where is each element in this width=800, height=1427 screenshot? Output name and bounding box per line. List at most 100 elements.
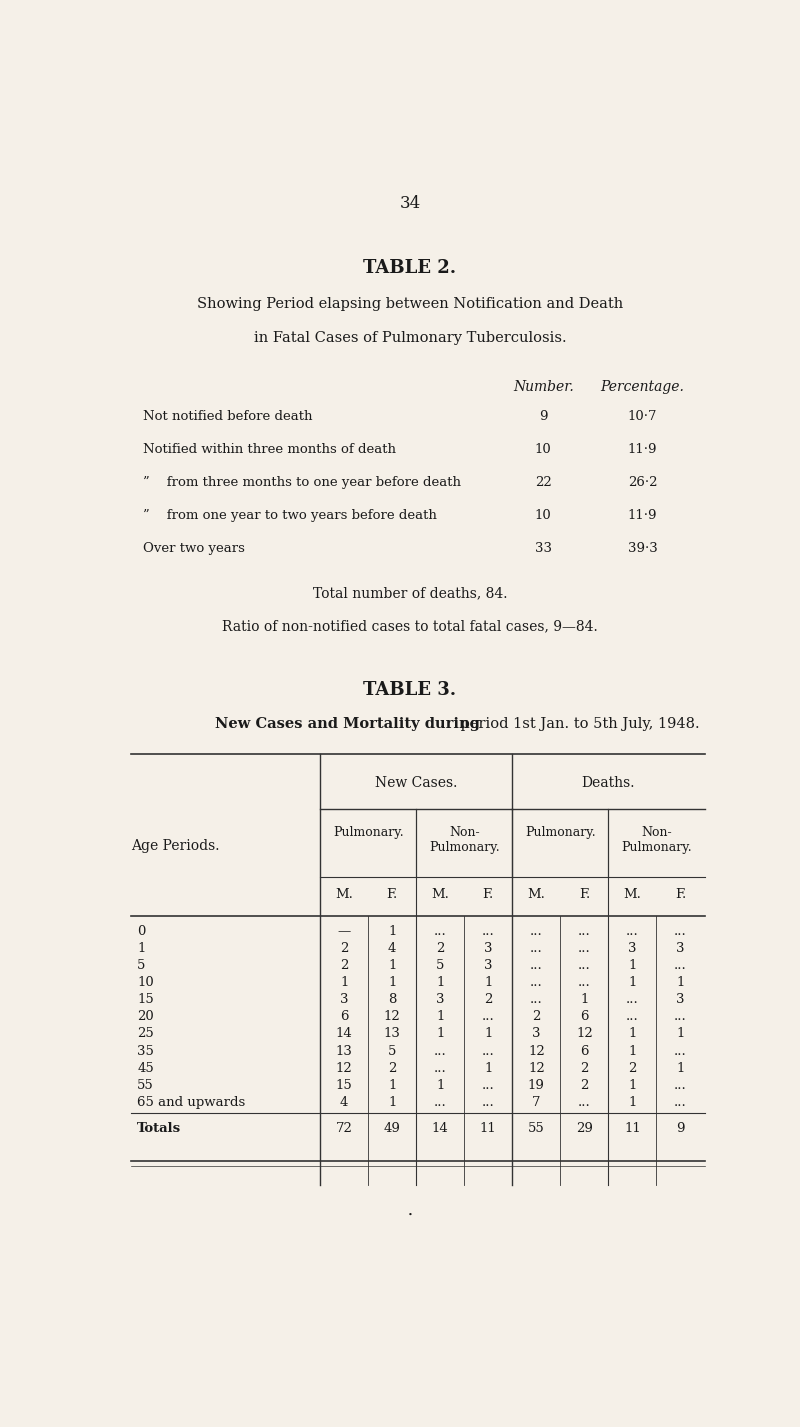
Text: ...: ...: [434, 925, 446, 938]
Text: 1: 1: [676, 1027, 685, 1040]
Text: 35: 35: [138, 1045, 154, 1057]
Text: Over two years: Over two years: [143, 541, 246, 555]
Text: 72: 72: [336, 1122, 353, 1134]
Text: ...: ...: [482, 925, 494, 938]
Text: ...: ...: [674, 1010, 687, 1023]
Text: 1: 1: [628, 1045, 637, 1057]
Text: ...: ...: [530, 925, 542, 938]
Text: Totals: Totals: [138, 1122, 182, 1134]
Text: Pulmonary.: Pulmonary.: [333, 826, 403, 839]
Text: ...: ...: [626, 1010, 638, 1023]
Text: 15: 15: [138, 993, 154, 1006]
Text: 2: 2: [388, 1062, 396, 1075]
Text: 33: 33: [534, 541, 552, 555]
Text: 13: 13: [336, 1045, 353, 1057]
Text: 1: 1: [388, 925, 396, 938]
Text: ”    from one year to two years before death: ” from one year to two years before deat…: [143, 508, 438, 522]
Text: 34: 34: [399, 195, 421, 213]
Text: ...: ...: [626, 993, 638, 1006]
Text: 3: 3: [676, 942, 685, 955]
Text: ...: ...: [530, 942, 542, 955]
Text: F.: F.: [675, 888, 686, 900]
Text: ...: ...: [578, 959, 590, 972]
Text: 6: 6: [580, 1010, 589, 1023]
Text: 9: 9: [676, 1122, 685, 1134]
Text: 1: 1: [436, 1079, 445, 1092]
Text: Notified within three months of death: Notified within three months of death: [143, 442, 397, 455]
Text: 1: 1: [138, 942, 146, 955]
Text: 2: 2: [628, 1062, 637, 1075]
Text: 20: 20: [138, 1010, 154, 1023]
Text: 3: 3: [628, 942, 637, 955]
Text: M.: M.: [335, 888, 353, 900]
Text: 1: 1: [436, 976, 445, 989]
Text: 15: 15: [336, 1079, 353, 1092]
Text: 2: 2: [340, 942, 348, 955]
Text: ...: ...: [482, 1096, 494, 1109]
Text: ...: ...: [530, 976, 542, 989]
Text: 26·2: 26·2: [628, 475, 658, 488]
Text: 5: 5: [388, 1045, 396, 1057]
Text: 6: 6: [580, 1045, 589, 1057]
Text: Ratio of non-notified cases to total fatal cases, 9—84.: Ratio of non-notified cases to total fat…: [222, 619, 598, 634]
Text: Pulmonary.: Pulmonary.: [525, 826, 596, 839]
Text: ...: ...: [530, 959, 542, 972]
Text: TABLE 3.: TABLE 3.: [363, 681, 457, 699]
Text: 49: 49: [384, 1122, 401, 1134]
Text: 10·7: 10·7: [628, 410, 658, 422]
Text: ...: ...: [674, 925, 687, 938]
Text: New Cases and Mortality during: New Cases and Mortality during: [214, 718, 479, 732]
Text: 1: 1: [628, 1027, 637, 1040]
Text: 55: 55: [138, 1079, 154, 1092]
Text: TABLE 2.: TABLE 2.: [363, 260, 457, 277]
Text: ...: ...: [482, 1079, 494, 1092]
Text: 9: 9: [539, 410, 547, 422]
Text: ...: ...: [434, 1096, 446, 1109]
Text: 3: 3: [532, 1027, 541, 1040]
Text: 22: 22: [535, 475, 552, 488]
Text: 4: 4: [340, 1096, 348, 1109]
Text: 5: 5: [436, 959, 445, 972]
Text: 12: 12: [336, 1062, 353, 1075]
Text: 1: 1: [388, 1096, 396, 1109]
Text: 3: 3: [484, 942, 493, 955]
Text: 12: 12: [528, 1045, 545, 1057]
Text: —: —: [338, 925, 350, 938]
Text: 2: 2: [436, 942, 445, 955]
Text: 1: 1: [628, 976, 637, 989]
Text: 1: 1: [436, 1027, 445, 1040]
Text: ...: ...: [530, 993, 542, 1006]
Text: Non-
Pulmonary.: Non- Pulmonary.: [429, 826, 499, 855]
Text: 11: 11: [624, 1122, 641, 1134]
Text: 11·9: 11·9: [628, 508, 658, 522]
Text: Number.: Number.: [513, 380, 574, 394]
Text: 1: 1: [580, 993, 589, 1006]
Text: 1: 1: [388, 1079, 396, 1092]
Text: 65 and upwards: 65 and upwards: [138, 1096, 246, 1109]
Text: 1: 1: [484, 1062, 493, 1075]
Text: 2: 2: [580, 1079, 589, 1092]
Text: 13: 13: [384, 1027, 401, 1040]
Text: Deaths.: Deaths.: [582, 776, 635, 789]
Text: Showing Period elapsing between Notification and Death: Showing Period elapsing between Notifica…: [197, 297, 623, 311]
Text: in Fatal Cases of Pulmonary Tuberculosis.: in Fatal Cases of Pulmonary Tuberculosis…: [254, 331, 566, 344]
Text: 1: 1: [676, 1062, 685, 1075]
Text: ...: ...: [578, 942, 590, 955]
Text: 10: 10: [535, 508, 552, 522]
Text: 3: 3: [676, 993, 685, 1006]
Text: F.: F.: [578, 888, 590, 900]
Text: 2: 2: [580, 1062, 589, 1075]
Text: 11: 11: [480, 1122, 497, 1134]
Text: 1: 1: [484, 976, 493, 989]
Text: 1: 1: [340, 976, 348, 989]
Text: Not notified before death: Not notified before death: [143, 410, 313, 422]
Text: ...: ...: [482, 1045, 494, 1057]
Text: M.: M.: [431, 888, 449, 900]
Text: 10: 10: [535, 442, 552, 455]
Text: ...: ...: [674, 1045, 687, 1057]
Text: •: •: [407, 1210, 413, 1219]
Text: 25: 25: [138, 1027, 154, 1040]
Text: 0: 0: [138, 925, 146, 938]
Text: 55: 55: [528, 1122, 545, 1134]
Text: ...: ...: [674, 1096, 687, 1109]
